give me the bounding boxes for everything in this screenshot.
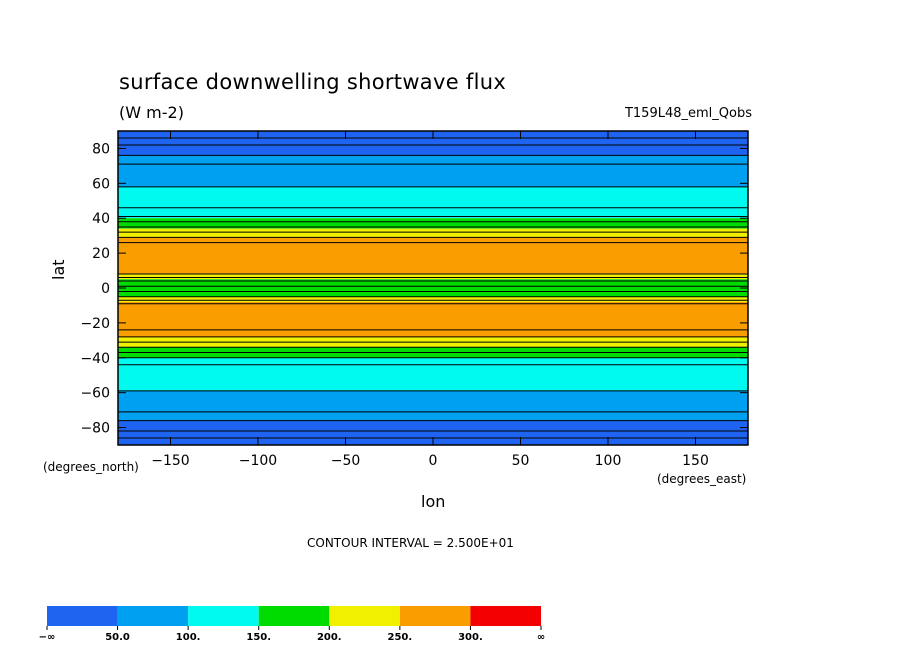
x-axis-ticks: −150 −100 −50 0 50 100 150 — [151, 131, 709, 469]
colorbar-swatch — [47, 606, 118, 626]
colorbar-label: 250. — [388, 632, 413, 643]
y-tick-label: 20 — [92, 246, 110, 262]
y-tick-label: 0 — [101, 281, 110, 297]
contour-interval-label: CONTOUR INTERVAL = 2.500E+01 — [307, 536, 514, 550]
colorbar-label: −∞ — [39, 632, 56, 643]
colorbar: −∞ 50.0 100. 150. 200. 250. 300. ∞ — [39, 606, 545, 643]
heatmap-band — [118, 237, 748, 275]
colorbar-label: ∞ — [537, 632, 545, 643]
plot-contours — [118, 137, 748, 439]
colorbar-swatch — [329, 606, 400, 626]
x-tick-label: 0 — [429, 453, 438, 469]
y-tick-label: 60 — [92, 176, 110, 192]
heatmap-band — [118, 301, 748, 337]
colorbar-label: 300. — [458, 632, 483, 643]
heatmap-band — [118, 228, 748, 238]
heatmap-band — [118, 390, 748, 421]
y-tick-label: −40 — [80, 351, 110, 367]
x-axis-units: (degrees_east) — [657, 472, 747, 486]
heatmap-band — [118, 296, 748, 302]
colorbar-label: 50.0 — [105, 632, 130, 643]
x-tick-label: −150 — [151, 453, 189, 469]
colorbar-swatch — [188, 606, 259, 626]
heatmap-band — [118, 155, 748, 187]
heatmap-band — [118, 279, 748, 297]
y-tick-label: −80 — [80, 421, 110, 437]
colorbar-swatch — [117, 606, 189, 626]
colorbar-swatch — [258, 606, 330, 626]
x-axis-label: lon — [421, 492, 446, 511]
colorbar-swatch — [399, 606, 471, 626]
x-tick-label: 100 — [595, 453, 622, 469]
heatmap-band — [118, 218, 748, 229]
chart-units: (W m-2) — [119, 103, 184, 122]
colorbar-label: 150. — [246, 632, 271, 643]
y-tick-label: 80 — [92, 141, 110, 157]
colorbar-label: 100. — [176, 632, 201, 643]
heatmap-band — [118, 274, 748, 280]
heatmap-band — [118, 357, 748, 391]
x-tick-label: 50 — [512, 453, 530, 469]
y-axis-units: (degrees_north) — [43, 460, 139, 474]
colorbar-label: 200. — [317, 632, 342, 643]
chart-title: surface downwelling shortwave flux — [119, 70, 507, 94]
plot-bands — [118, 131, 748, 445]
y-tick-label: −60 — [80, 386, 110, 402]
x-tick-label: −50 — [331, 453, 361, 469]
heatmap-band — [118, 186, 748, 219]
x-tick-label: 150 — [682, 453, 709, 469]
y-tick-label: 40 — [92, 211, 110, 227]
dataset-label: T159L48_eml_Qobs — [624, 106, 752, 121]
x-tick-label: −100 — [239, 453, 277, 469]
colorbar-swatch — [470, 606, 541, 626]
y-axis-ticks: 80 60 40 20 0 −20 −40 −60 −80 — [80, 141, 748, 437]
y-tick-label: −20 — [80, 316, 110, 332]
